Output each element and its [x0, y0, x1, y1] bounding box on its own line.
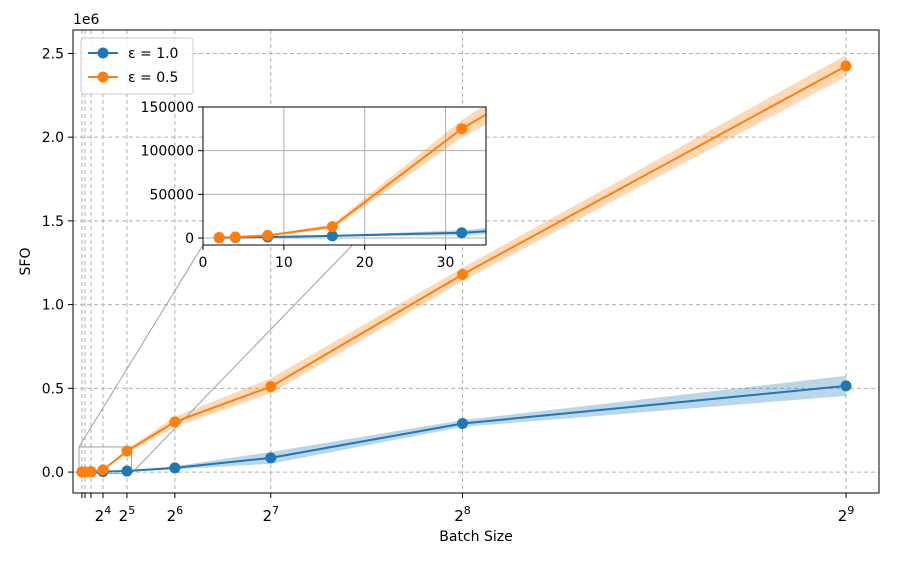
series-1-point-3 [97, 464, 109, 476]
y-tick-label: 2.0 [42, 130, 64, 146]
legend-marker-0 [97, 47, 109, 59]
series-1-point-5 [169, 416, 181, 428]
series-1-point-6 [265, 381, 277, 393]
y-tick-label: 2.5 [42, 46, 64, 62]
series-1-point-2 [85, 466, 97, 478]
y-offset-label: 1e6 [73, 12, 100, 28]
x-tick-label-exp: 9 [847, 504, 854, 517]
x-tick-label-exp: 5 [128, 504, 135, 517]
inset-y-tick-label: 150000 [141, 100, 194, 116]
x-tick-label-base: 2 [454, 507, 464, 525]
x-tick-label-base: 2 [167, 507, 177, 525]
series-0-point-8 [840, 380, 852, 392]
series-0-point-6 [265, 452, 277, 464]
legend-marker-1 [97, 71, 109, 83]
inset-x-tick-label: 10 [275, 255, 293, 271]
inset-series-1-point-3 [326, 221, 338, 233]
inset-series-1-point-2 [262, 229, 274, 241]
inset-series-0-band [219, 228, 486, 238]
series-0-point-5 [169, 462, 181, 474]
x-tick-label-base: 2 [119, 507, 129, 525]
x-tick-label-3: 27 [262, 504, 279, 525]
inset-frame [202, 106, 487, 246]
x-tick-label-0: 24 [95, 504, 112, 525]
y-tick-label: 1.5 [42, 214, 64, 230]
inset-area [203, 107, 486, 245]
x-tick-label-2: 26 [167, 504, 184, 525]
inset-series-1-point-1 [229, 231, 241, 243]
series-1-point-8 [840, 60, 852, 72]
x-tick-label-5: 29 [838, 504, 855, 525]
inset-y-tick-label: 0 [185, 231, 194, 247]
y-tick-label: 0.0 [42, 465, 64, 481]
legend-label-0: ε = 1.0 [128, 46, 178, 62]
x-tick-label-exp: 7 [272, 504, 279, 517]
inset-x-tick-label: 30 [437, 255, 455, 271]
x-tick-label-exp: 4 [104, 504, 111, 517]
inset-x-tick-label: 20 [356, 255, 374, 271]
x-tick-label-base: 2 [838, 507, 848, 525]
y-axis-label: SFO [18, 248, 34, 276]
y-tick-label: 1.0 [42, 298, 64, 314]
legend-label-1: ε = 0.5 [128, 70, 178, 86]
plot-frame [72, 29, 880, 494]
series-1-point-4 [121, 445, 133, 457]
inset-series-0-point-4 [456, 227, 468, 239]
legend: ε = 1.0 ε = 0.5 [80, 37, 194, 95]
inset-series-0-point-3 [326, 230, 338, 242]
series-1-point-7 [457, 268, 469, 280]
inset-series [213, 107, 486, 244]
y-tick-label: 0.5 [42, 381, 64, 397]
inset-y-tick-label: 100000 [141, 144, 194, 160]
inset-series-1-point-4 [456, 123, 468, 135]
x-tick-label-1: 25 [119, 504, 136, 525]
x-tick-label-4: 28 [454, 504, 471, 525]
inset-x-tick-label: 0 [199, 255, 208, 271]
x-tick-label-base: 2 [95, 507, 105, 525]
series-1-band [81, 55, 847, 473]
x-axis-label: Batch Size [439, 529, 512, 545]
zoom-connector-left [78, 244, 204, 448]
x-tick-label-exp: 8 [464, 504, 471, 517]
inset-y-tick-label: 50000 [149, 187, 194, 203]
x-tick-label-base: 2 [262, 507, 272, 525]
series-0-point-4 [121, 465, 133, 477]
x-tick-label-exp: 6 [176, 504, 183, 517]
series-0-point-7 [457, 418, 469, 430]
inset-series-1-point-0 [213, 231, 225, 243]
